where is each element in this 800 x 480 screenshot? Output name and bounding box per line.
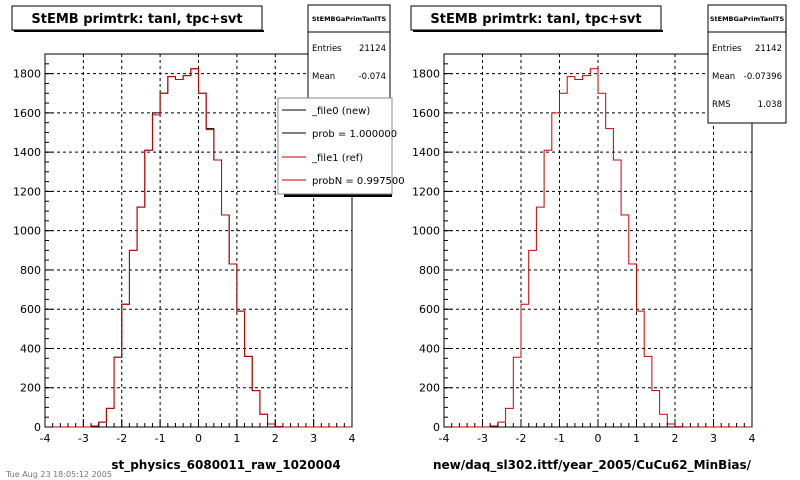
left-plot-pad: -4 -3 -2 -1 0 1 2 3 4 0 200 400 600 800 1000 1200 1400 1… <box>11 4 405 473</box>
right-y-tick-label: 600 <box>419 303 440 316</box>
right-stats-box: StEMBGaPrimTanlTS Entries 21142 Mean -0.… <box>707 4 787 124</box>
right-y-tick-label: 1400 <box>412 146 440 159</box>
left-y-axis-ticks: 0 200 400 600 800 1000 1200 1400 1600 1800 <box>13 53 53 434</box>
left-x-tick-label: -4 <box>40 432 51 445</box>
footer-timestamp: Tue Aug 23 18:05:12 2005 <box>5 470 112 479</box>
left-y-tick-label: 800 <box>20 264 41 277</box>
right-x-axis-label: new/daq_sl302.ittf/year_2005/CuCu62_MinB… <box>433 458 752 473</box>
left-x-axis-label: st_physics_6080011_raw_1020004 <box>111 458 340 473</box>
right-y-tick-label: 0 <box>433 421 440 434</box>
right-x-tick-label: -1 <box>554 432 565 445</box>
left-stats-title: StEMBGaPrimTanlTS <box>312 15 387 23</box>
left-x-tick-label: 3 <box>310 432 317 445</box>
right-x-axis-ticks: -4 -3 -2 -1 0 1 2 3 4 <box>439 419 756 445</box>
left-stats-mean-value: -0.074 <box>359 72 386 82</box>
left-y-tick-label: 1600 <box>13 107 41 120</box>
left-chart-title: StEMB primtrk: tanl, tpc+svt <box>31 12 242 27</box>
right-y-tick-label: 1800 <box>412 68 440 81</box>
right-y-tick-label: 1000 <box>412 225 440 238</box>
right-y-axis-ticks: 0 200 400 600 800 1000 1200 1400 1600 1800 <box>412 53 452 434</box>
left-x-axis-ticks: -4 -3 -2 -1 0 1 2 3 4 <box>40 419 356 445</box>
left-x-tick-label: 0 <box>195 432 202 445</box>
right-chart-title: StEMB primtrk: tanl, tpc+svt <box>430 12 641 27</box>
left-stats-mean-label: Mean <box>312 72 335 82</box>
left-x-tick-label: 1 <box>233 432 240 445</box>
left-stats-entries-label: Entries <box>312 44 342 54</box>
left-y-tick-label: 600 <box>20 303 41 316</box>
legend-entry-prob: prob = 1.000000 <box>312 129 397 140</box>
right-x-tick-label: 4 <box>749 432 756 445</box>
right-stats-rms-value: 1.038 <box>758 100 782 110</box>
right-y-tick-label: 800 <box>419 264 440 277</box>
left-x-tick-label: -2 <box>116 432 127 445</box>
right-stats-mean-value: -0.07396 <box>744 72 782 82</box>
right-x-tick-label: 2 <box>672 432 679 445</box>
left-y-tick-label: 1400 <box>13 146 41 159</box>
right-plot-grid <box>444 54 752 427</box>
left-y-tick-label: 0 <box>34 421 41 434</box>
left-x-tick-label: -1 <box>155 432 166 445</box>
left-x-tick-label: 4 <box>349 432 356 445</box>
right-stats-entries-label: Entries <box>712 44 742 54</box>
legend-entry-ref: _file1 (ref) <box>311 153 363 164</box>
right-stats-rms-label: RMS <box>712 100 731 110</box>
left-y-tick-label: 400 <box>20 342 41 355</box>
right-stats-entries-value: 21142 <box>755 44 782 54</box>
right-x-tick-label: 0 <box>595 432 602 445</box>
right-plot-pad: -4 -3 -2 -1 0 1 2 3 4 0 200 400 600 800 1000 1200 1400 1… <box>410 4 787 473</box>
right-x-tick-label: 3 <box>710 432 717 445</box>
right-x-tick-label: -3 <box>477 432 488 445</box>
right-x-tick-label: 1 <box>633 432 640 445</box>
right-x-tick-label: -4 <box>439 432 450 445</box>
right-y-tick-label: 200 <box>419 382 440 395</box>
left-stats-box: StEMBGaPrimTanlTS Entries 21124 Mean -0.… <box>307 4 391 110</box>
left-y-tick-label: 1000 <box>13 225 41 238</box>
left-x-tick-label: -3 <box>78 432 89 445</box>
right-title-box: StEMB primtrk: tanl, tpc+svt <box>410 5 663 32</box>
left-legend: _file0 (new) prob = 1.000000 _file1 (ref… <box>277 97 405 197</box>
right-y-tick-label: 400 <box>419 342 440 355</box>
left-y-tick-label: 200 <box>20 382 41 395</box>
left-y-tick-label: 1200 <box>13 185 41 198</box>
right-stats-title: StEMBGaPrimTanlTS <box>710 15 785 23</box>
left-title-box: StEMB primtrk: tanl, tpc+svt <box>11 5 264 32</box>
left-y-tick-label: 1800 <box>13 68 41 81</box>
right-stats-mean-label: Mean <box>712 72 735 82</box>
right-x-tick-label: -2 <box>516 432 527 445</box>
legend-entry-probn: probN = 0.997500 <box>312 176 405 187</box>
left-x-tick-label: 2 <box>272 432 279 445</box>
right-y-tick-label: 1200 <box>412 185 440 198</box>
legend-entry-new: _file0 (new) <box>311 106 370 117</box>
right-y-tick-label: 1600 <box>412 107 440 120</box>
left-stats-entries-value: 21124 <box>359 44 386 54</box>
